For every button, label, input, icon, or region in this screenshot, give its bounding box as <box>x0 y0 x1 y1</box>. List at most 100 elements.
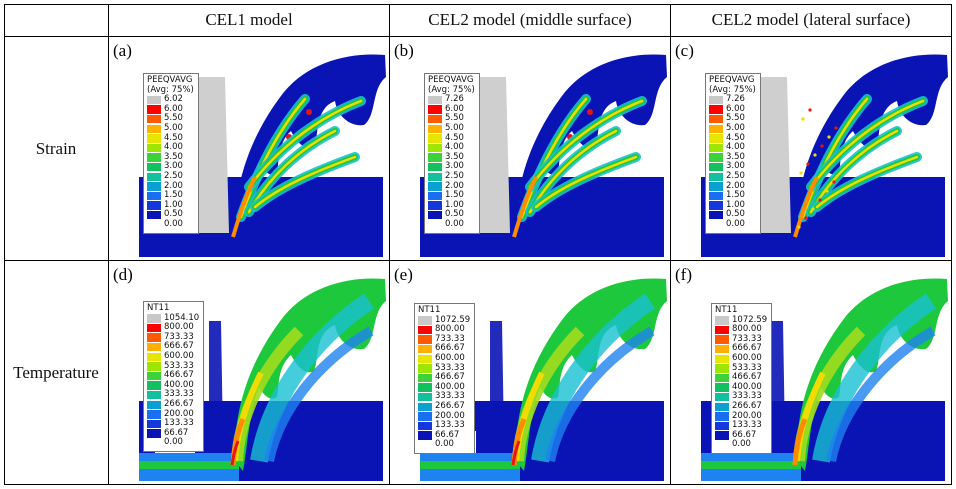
legend-entry: 400.00 <box>418 382 470 393</box>
legend-entry: 3.00 <box>709 162 756 172</box>
legend-value: 66.67 <box>435 429 460 440</box>
legend-entry: 4.00 <box>147 143 194 153</box>
legend-entry: 733.33 <box>715 334 767 345</box>
legend-swatch <box>147 371 161 381</box>
legend-value: 6.00 <box>445 103 464 114</box>
legend-swatch <box>428 153 442 162</box>
legend-value: 7.26 <box>445 94 464 105</box>
legend-swatch <box>418 373 432 383</box>
legend-value: 0.00 <box>164 218 183 229</box>
legend-entry: 1.00 <box>709 200 756 211</box>
legend-swatch <box>418 354 432 363</box>
legend-swatch <box>147 201 161 210</box>
legend-value: 333.33 <box>732 391 762 402</box>
table-border-top <box>4 4 952 5</box>
legend-value: 5.00 <box>445 122 464 133</box>
legend-swatch <box>147 105 161 114</box>
legend-subtitle: (Avg: 75%) <box>428 84 475 95</box>
legend-value: 733.33 <box>164 331 194 342</box>
legend-swatch <box>147 143 161 153</box>
legend-value: 0.50 <box>445 209 464 220</box>
legend-entry: 7.26 <box>709 95 756 105</box>
legend-entry: 66.67 <box>418 429 470 441</box>
legend-entry: 6.00 <box>147 103 194 115</box>
legend-value: 1.50 <box>445 190 464 201</box>
legend-value: 133.33 <box>732 420 762 431</box>
legend-entry: 200.00 <box>715 411 767 422</box>
legend-entry: 466.67 <box>715 373 767 383</box>
legend-value: 133.33 <box>164 418 194 429</box>
legend-entry: 4.50 <box>428 133 475 144</box>
legend-value: 1.50 <box>164 190 183 201</box>
legend-value: 1.50 <box>726 190 745 201</box>
legend-value: 1.00 <box>445 199 464 210</box>
legend-swatch <box>709 221 723 229</box>
legend-entry: 400.00 <box>715 382 767 393</box>
legend-swatch <box>709 172 723 181</box>
legend-value: 66.67 <box>164 427 189 438</box>
column-divider-1 <box>108 4 109 485</box>
legend-value: 600.00 <box>164 350 194 361</box>
row-header-temperature: Temperature <box>13 362 99 382</box>
table-border-left <box>4 4 5 485</box>
legend-value: 3.00 <box>164 161 183 172</box>
panel-label: (d) <box>113 265 133 284</box>
legend-entry: 1.50 <box>147 191 194 201</box>
legend-value: 5.00 <box>726 122 745 133</box>
legend-swatch <box>715 383 729 392</box>
legend-entry: 5.00 <box>147 123 194 134</box>
legend-value: 466.67 <box>435 372 465 383</box>
legend-entry: 333.33 <box>418 392 470 402</box>
legend-value: 733.33 <box>435 333 465 344</box>
legend-entry: 5.00 <box>709 122 756 134</box>
legend-value: 5.50 <box>164 113 183 124</box>
legend-value: 4.00 <box>726 142 745 153</box>
legend-swatch <box>428 191 442 201</box>
panel-label: (c) <box>675 41 694 60</box>
legend-value: 2.50 <box>726 170 745 181</box>
panel-label: (e) <box>394 265 413 284</box>
legend-title: PEEQVAVG <box>147 75 193 85</box>
legend-title: PEEQVAVG <box>709 75 755 85</box>
legend-swatch <box>147 314 161 323</box>
legend-entry: 4.50 <box>147 132 194 144</box>
column-divider-2 <box>389 4 390 485</box>
legend-value: 0.50 <box>726 209 745 220</box>
legend-value: 333.33 <box>164 389 194 400</box>
legend-swatch <box>709 201 723 210</box>
legend-entry: 733.33 <box>418 333 470 345</box>
legend-swatch <box>715 316 729 325</box>
legend-swatch <box>709 105 723 114</box>
legend-value: 6.00 <box>164 103 183 114</box>
legend-value: 466.67 <box>732 372 762 383</box>
legend-entry: 0.50 <box>709 210 756 220</box>
legend-value: 5.50 <box>726 113 745 124</box>
legend-value: 4.00 <box>164 142 183 153</box>
legend-swatch <box>715 364 729 373</box>
panel-d-temperature-cel1: (d) NT11 1054.10 800.00 733.33 666.67 600.00 5… <box>109 261 389 484</box>
legend-value: 0.50 <box>164 209 183 220</box>
legend-subtitle: (Avg: 75%) <box>147 84 194 95</box>
legend-swatch <box>147 400 161 409</box>
legend-swatch <box>147 124 161 133</box>
legend-value: 1072.59 <box>435 314 471 325</box>
legend-entry: 66.67 <box>147 427 199 439</box>
legend-value: 4.50 <box>164 132 183 143</box>
legend-swatch <box>418 402 432 411</box>
panel-f-temperature-cel2-lateral: (f) NT11 1072.59 800.00 733.33 666.67 600.00 5… <box>671 261 951 484</box>
legend-entry: 133.33 <box>715 421 767 431</box>
legend-title: PEEQVAVG <box>428 75 474 85</box>
panel-c-strain-cel2-lateral: (c) PEEQVAVG (Avg: 75%) 7.26 6.00 5.50 5.00 4.… <box>671 37 951 260</box>
panel-label: (b) <box>394 41 414 60</box>
legend-value: 3.50 <box>164 151 183 162</box>
legend-entry: 4.00 <box>709 143 756 153</box>
legend-entry: 3.00 <box>147 162 194 172</box>
legend-swatch <box>418 441 432 449</box>
legend-subtitle: (Avg: 75%) <box>709 84 756 95</box>
row-header-strain: Strain <box>35 138 77 158</box>
legend-entry: 0.50 <box>147 210 194 220</box>
legend-value: 333.33 <box>435 391 465 402</box>
legend-swatch <box>709 134 723 143</box>
legend-value: 800.00 <box>164 322 194 333</box>
legend-entry: 0.00 <box>418 440 470 450</box>
